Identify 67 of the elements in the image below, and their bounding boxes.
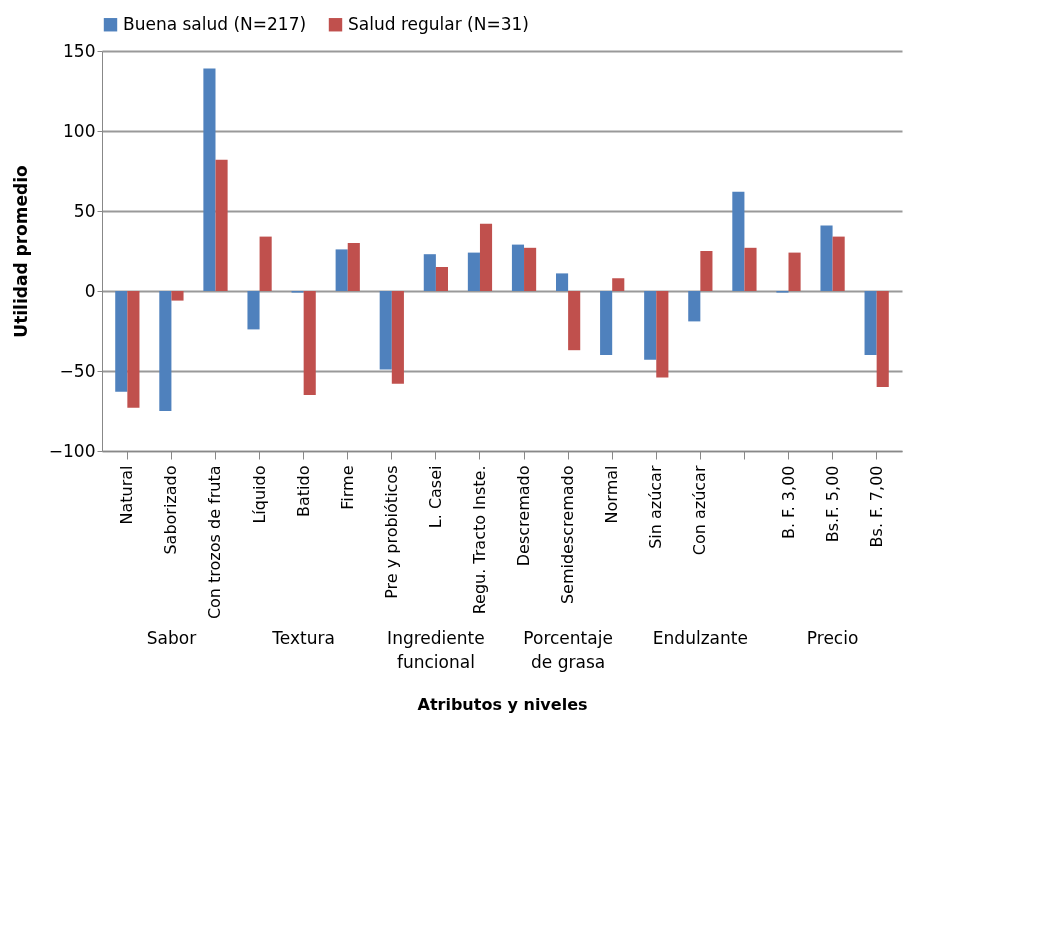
x-tick-label: Sin azúcar <box>646 465 666 549</box>
bar <box>688 291 701 322</box>
bar <box>511 244 525 291</box>
bar <box>203 68 216 291</box>
text: Endulzante <box>652 628 748 648</box>
x-tick-label: Saborizado <box>161 465 181 555</box>
bar <box>832 236 845 291</box>
y-tick-label: 0 <box>84 280 96 301</box>
x-tick-label: Normal <box>602 465 622 524</box>
text: Textura <box>271 628 335 648</box>
bar <box>423 254 436 291</box>
bar <box>171 291 184 301</box>
y-tick-label: −50 <box>59 360 96 381</box>
bar <box>303 291 316 395</box>
bar <box>479 223 493 291</box>
bar <box>820 225 833 291</box>
y-tick-label: −100 <box>48 440 96 461</box>
text: Ingrediente funcional <box>387 628 485 672</box>
bar <box>568 291 581 351</box>
y-tick-label: 150 <box>63 40 96 61</box>
x-tick-label: Descremado <box>514 465 534 567</box>
bar <box>379 291 392 370</box>
x-tick-label: B. F. 3,00 <box>778 465 798 540</box>
bar <box>788 252 801 291</box>
x-tick-label: Batido <box>293 465 313 517</box>
bar <box>612 278 625 291</box>
bar <box>159 291 172 411</box>
x-tick-label: Regu. Tracto Inste. <box>469 465 489 615</box>
x-tick-label: Semidescremado <box>558 465 578 605</box>
x-tick-label: Líquido <box>249 465 269 524</box>
x-tick-label: Bs.F. 5,00 <box>822 465 842 543</box>
bar <box>347 243 360 291</box>
text: Sabor <box>146 628 197 648</box>
bar <box>524 247 537 291</box>
bar <box>864 291 877 355</box>
bar <box>656 291 669 378</box>
legend-label: Salud regular (N=31) <box>348 13 529 34</box>
bar <box>467 252 480 291</box>
bar <box>127 291 140 408</box>
bar <box>644 291 657 360</box>
text: Porcentaje de grasa <box>523 628 613 672</box>
bar <box>744 247 757 291</box>
y-tick-label: 100 <box>63 120 96 141</box>
bar <box>876 291 889 387</box>
bar <box>435 267 449 291</box>
bar <box>335 249 348 291</box>
bar <box>600 291 613 355</box>
bar <box>700 251 713 291</box>
x-tick-label: Con trozos de fruta <box>205 465 225 620</box>
bar <box>215 159 228 291</box>
y-tick-label: 50 <box>73 200 96 221</box>
x-tick-label: L. Casei <box>425 465 445 529</box>
bar <box>115 291 128 392</box>
bar <box>555 273 569 291</box>
x-tick-label: Bs. F. 7,00 <box>866 465 886 548</box>
bar <box>259 236 272 291</box>
x-tick-label: Firme <box>337 465 357 510</box>
x-tick-label: Pre y probióticos <box>381 465 401 599</box>
legend-label: Buena salud (N=217) <box>123 13 307 34</box>
bar <box>732 191 745 291</box>
bar <box>247 291 260 330</box>
x-tick-label: Natural <box>117 465 137 525</box>
bar <box>391 291 404 384</box>
x-tick-label: Con azúcar <box>690 465 710 556</box>
y-axis-title: Utilidad promedio <box>10 165 31 338</box>
text: Precio <box>806 628 859 648</box>
x-axis-title: Atributos y niveles <box>417 695 588 715</box>
